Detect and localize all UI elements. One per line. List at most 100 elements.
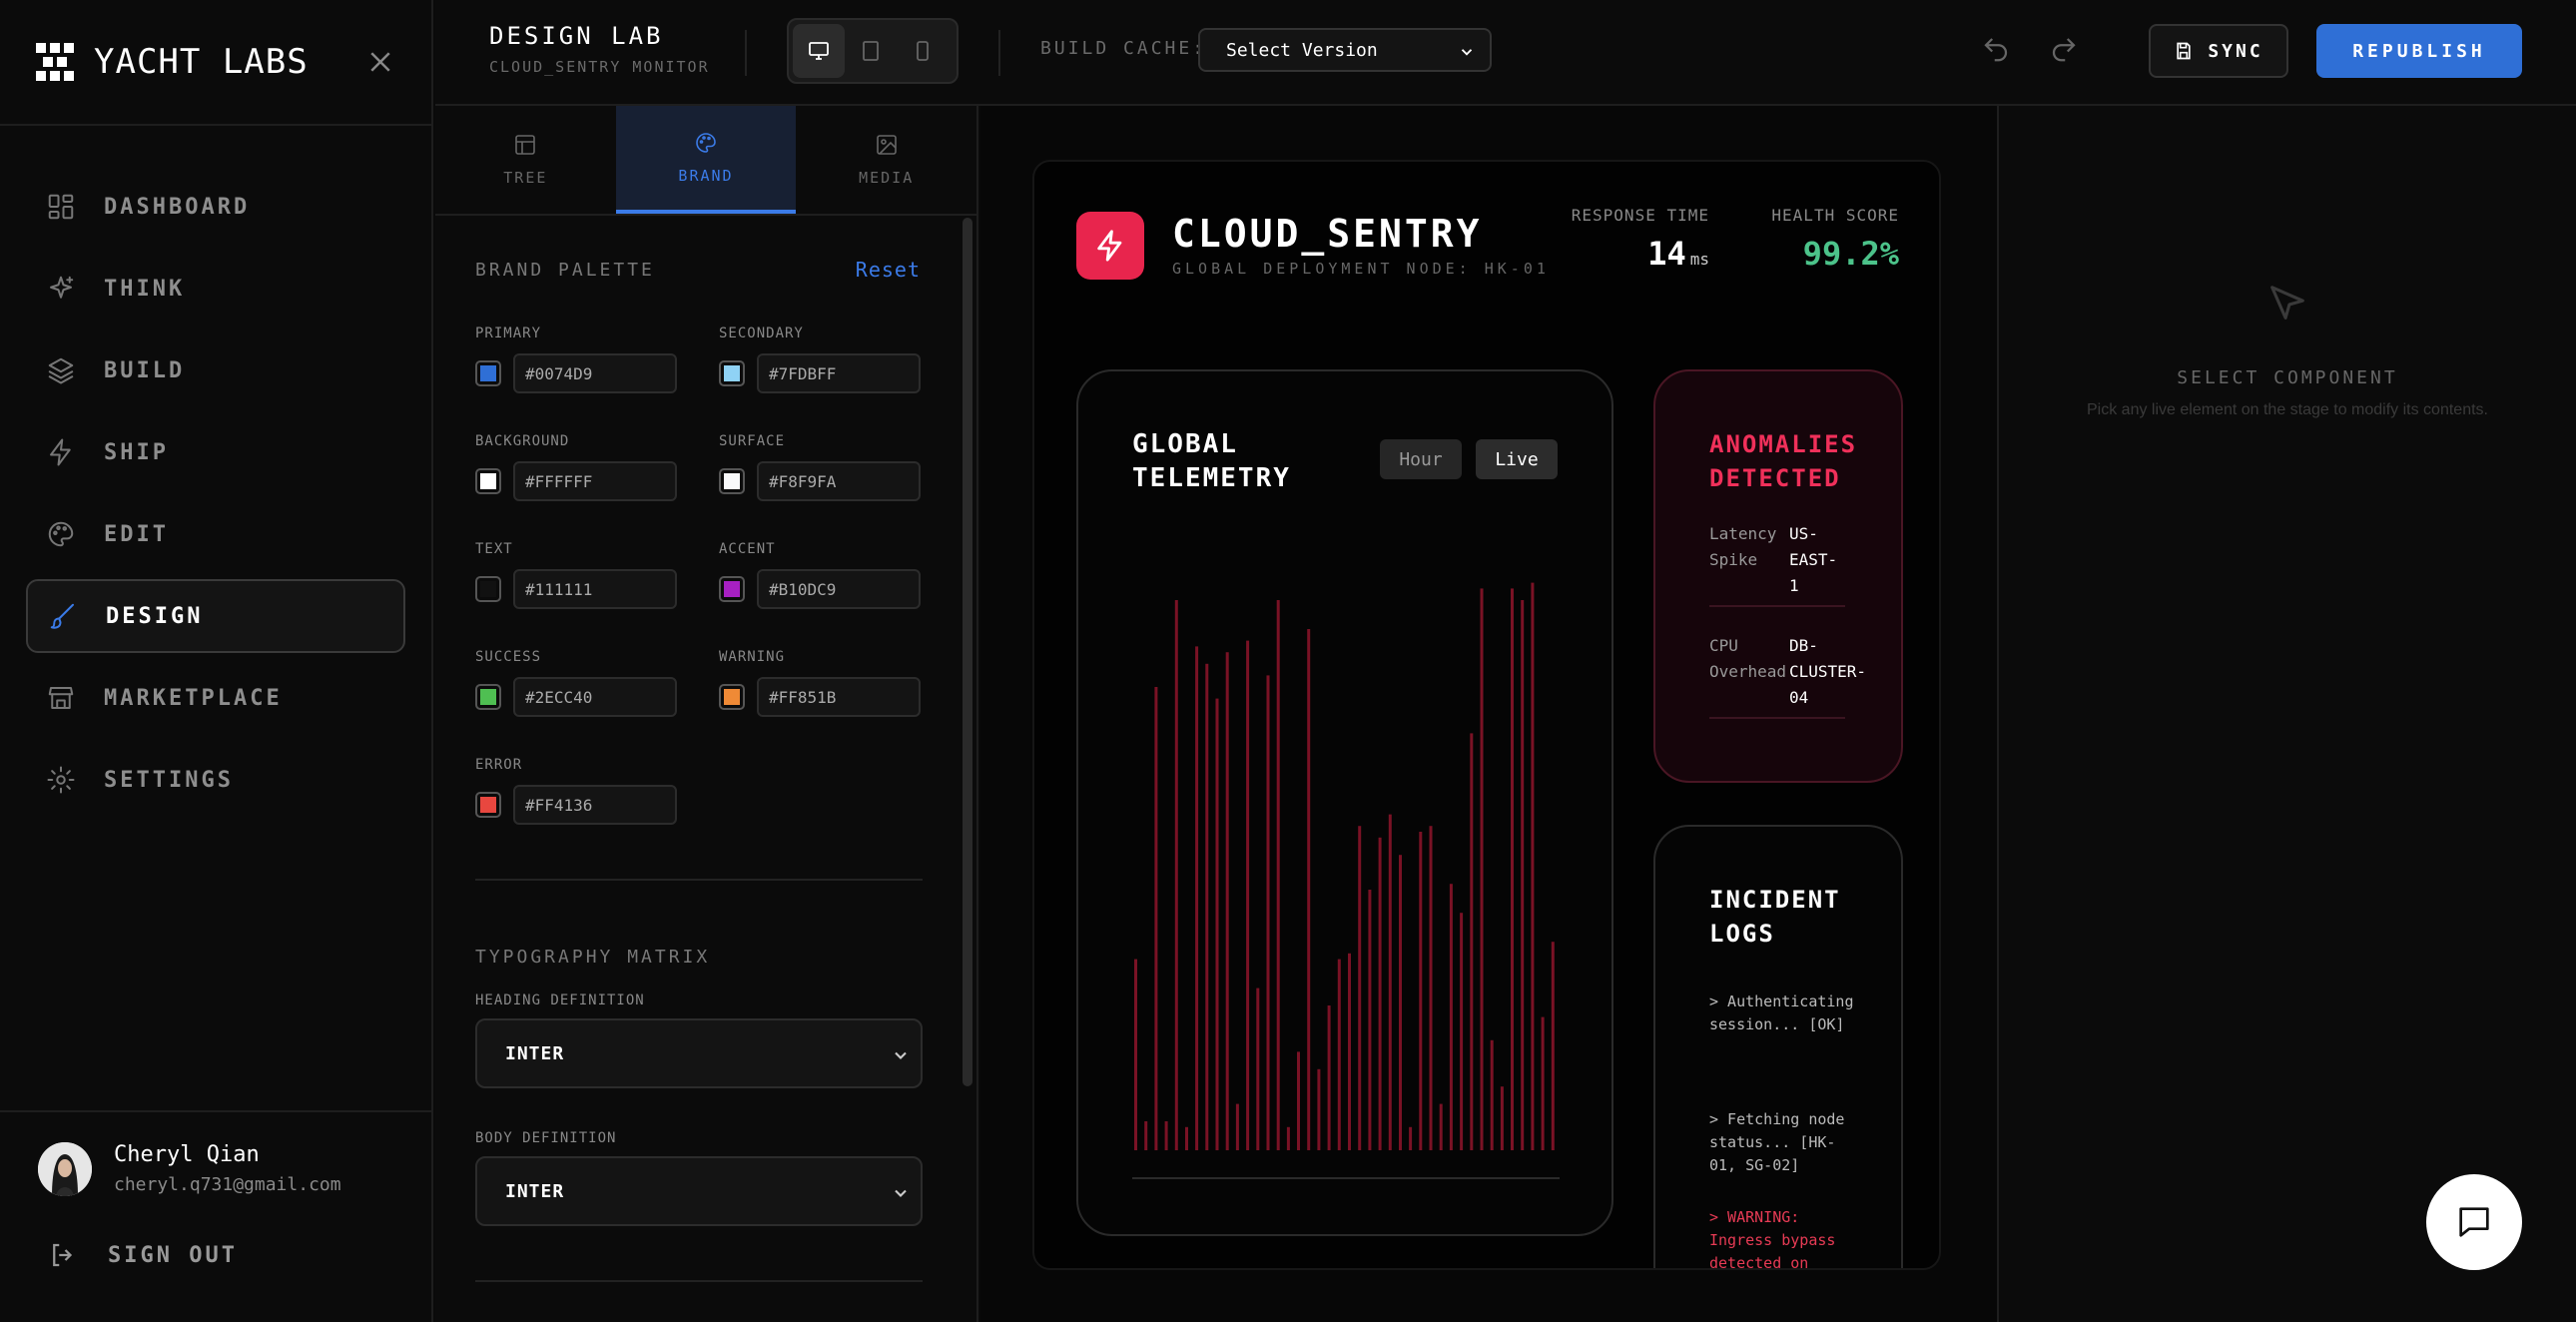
republish-button[interactable]: REPUBLISH — [2316, 24, 2522, 78]
build-cache-select[interactable]: Select Version — [1198, 28, 1492, 72]
color-hex-input[interactable]: #0074D9 — [513, 353, 677, 393]
anomalies-title: ANOMALIES DETECTED — [1709, 430, 1858, 492]
close-icon[interactable] — [365, 47, 395, 77]
color-hex-input[interactable]: #111111 — [513, 569, 677, 609]
health-score-metric[interactable]: HEALTH SCORE 99.2% — [1771, 206, 1899, 273]
tab-media[interactable]: MEDIA — [796, 106, 976, 214]
sidebar-item-design[interactable]: DESIGN — [26, 579, 405, 653]
color-swatch[interactable] — [475, 360, 501, 386]
sidebar-item-settings[interactable]: SETTINGS — [26, 743, 405, 817]
telemetry-bar — [1144, 1121, 1148, 1150]
live-pill-button[interactable]: Live — [1476, 439, 1558, 479]
telemetry-bar — [1368, 890, 1372, 1150]
color-swatch[interactable] — [475, 468, 501, 494]
anomaly-key: CPU Overhead — [1709, 636, 1787, 681]
telemetry-card[interactable]: GLOBAL TELEMETRY Hour Live — [1076, 369, 1613, 1236]
tab-brand[interactable]: BRAND — [615, 106, 797, 214]
color-field-success: SUCCESS #2ECC40 — [475, 649, 699, 717]
anomaly-row[interactable]: Latency Spike US-EAST-1 — [1709, 521, 1845, 607]
color-swatch[interactable] — [475, 792, 501, 818]
layout-icon — [515, 135, 536, 155]
telemetry-bar — [1195, 646, 1199, 1150]
sidebar-item-build[interactable]: BUILD — [26, 333, 405, 407]
chat-icon — [2459, 1207, 2489, 1237]
tab-tree[interactable]: TREE — [435, 106, 616, 214]
incident-logs-card[interactable]: INCIDENT LOGS > Authenticating session..… — [1653, 825, 1903, 1268]
telemetry-bar — [1266, 675, 1270, 1150]
color-hex-input[interactable]: #2ECC40 — [513, 677, 677, 717]
color-hex-input[interactable]: #FF4136 — [513, 785, 677, 825]
telemetry-bar — [1439, 1103, 1443, 1150]
panel-scrollbar[interactable] — [963, 218, 972, 1086]
hour-pill-button[interactable]: Hour — [1380, 439, 1462, 479]
body-font-select[interactable]: INTER — [475, 1156, 923, 1226]
undo-icon[interactable] — [1981, 34, 2011, 64]
sidebar-item-dashboard[interactable]: DASHBOARD — [26, 170, 405, 244]
sidebar-item-marketplace[interactable]: MARKETPLACE — [26, 661, 405, 735]
divider — [998, 30, 1000, 76]
sidebar-item-think[interactable]: THINK — [26, 252, 405, 326]
sign-out-button[interactable]: SIGN OUT — [48, 1240, 238, 1270]
chat-button[interactable] — [2426, 1174, 2522, 1270]
redo-icon[interactable] — [2049, 34, 2079, 64]
color-swatch[interactable] — [475, 576, 501, 602]
color-label: TEXT — [475, 541, 513, 557]
color-swatch[interactable] — [719, 576, 745, 602]
telemetry-bar — [1307, 629, 1311, 1150]
logo-icon — [36, 43, 74, 81]
telemetry-bar — [1490, 1039, 1494, 1150]
heading-font-select[interactable]: INTER — [475, 1018, 923, 1088]
user-email: cheryl.q731@gmail.com — [114, 1174, 341, 1195]
telemetry-bar — [1531, 582, 1535, 1150]
panel-tabs: TREE BRAND MEDIA — [435, 106, 976, 216]
color-hex-input[interactable]: #FF851B — [757, 677, 921, 717]
avatar[interactable] — [38, 1142, 92, 1196]
telemetry-bar — [1429, 826, 1433, 1150]
response-time-metric[interactable]: RESPONSE TIME 14 ms — [1572, 206, 1709, 273]
telemetry-bar — [1235, 1103, 1239, 1150]
color-hex-input[interactable]: #B10DC9 — [757, 569, 921, 609]
reset-button[interactable]: Reset — [855, 258, 921, 282]
anomalies-card[interactable]: ANOMALIES DETECTED Latency Spike US-EAST-… — [1653, 369, 1903, 783]
build-cache-label: BUILD CACHE: — [1040, 38, 1207, 59]
page-subtitle: CLOUD_SENTRY MONITOR — [489, 58, 710, 76]
select-component-title: SELECT COMPONENT — [2177, 367, 2398, 388]
color-label: SUCCESS — [475, 649, 542, 665]
app-subtitle[interactable]: GLOBAL DEPLOYMENT NODE: HK-01 — [1172, 260, 1550, 278]
desktop-view-button[interactable] — [793, 24, 845, 78]
sidebar-item-ship[interactable]: SHIP — [26, 415, 405, 489]
tablet-view-button[interactable] — [845, 24, 897, 78]
color-label: ACCENT — [719, 541, 776, 557]
telemetry-bar — [1134, 959, 1137, 1150]
color-swatch[interactable] — [719, 468, 745, 494]
telemetry-bar — [1500, 1086, 1504, 1150]
color-swatch[interactable] — [719, 360, 745, 386]
sync-button[interactable]: SYNC — [2149, 24, 2288, 78]
telemetry-bar — [1460, 913, 1464, 1150]
app-icon[interactable] — [1076, 212, 1144, 280]
telemetry-bar — [1378, 837, 1382, 1150]
color-hex-input[interactable]: #FFFFFF — [513, 461, 677, 501]
user-name: Cheryl Qian — [114, 1142, 260, 1167]
image-icon — [876, 135, 897, 155]
color-hex-input[interactable]: #F8F9FA — [757, 461, 921, 501]
color-swatch[interactable] — [475, 684, 501, 710]
color-swatch[interactable] — [719, 684, 745, 710]
sidebar-item-edit[interactable]: EDIT — [26, 497, 405, 571]
chevron-down-icon — [895, 1189, 907, 1197]
telemetry-bar — [1256, 988, 1260, 1150]
color-field-primary: PRIMARY #0074D9 — [475, 326, 699, 393]
mobile-view-button[interactable] — [897, 24, 949, 78]
app-title[interactable]: CLOUD_SENTRY — [1172, 212, 1483, 256]
color-hex-input[interactable]: #7FDBFF — [757, 353, 921, 393]
telemetry-bar — [1419, 832, 1423, 1150]
telemetry-bar — [1276, 600, 1280, 1150]
layers-icon — [48, 357, 74, 384]
telemetry-bar — [1185, 1126, 1188, 1150]
color-field-text: TEXT #111111 — [475, 541, 699, 609]
anomaly-row[interactable]: CPU Overhead DB-CLUSTER-04 — [1709, 633, 1866, 719]
brand-header: YACHT LABS — [0, 0, 431, 126]
lightning-icon — [50, 438, 71, 466]
telemetry-bar — [1399, 855, 1402, 1150]
telemetry-title: GLOBAL TELEMETRY — [1132, 429, 1291, 493]
